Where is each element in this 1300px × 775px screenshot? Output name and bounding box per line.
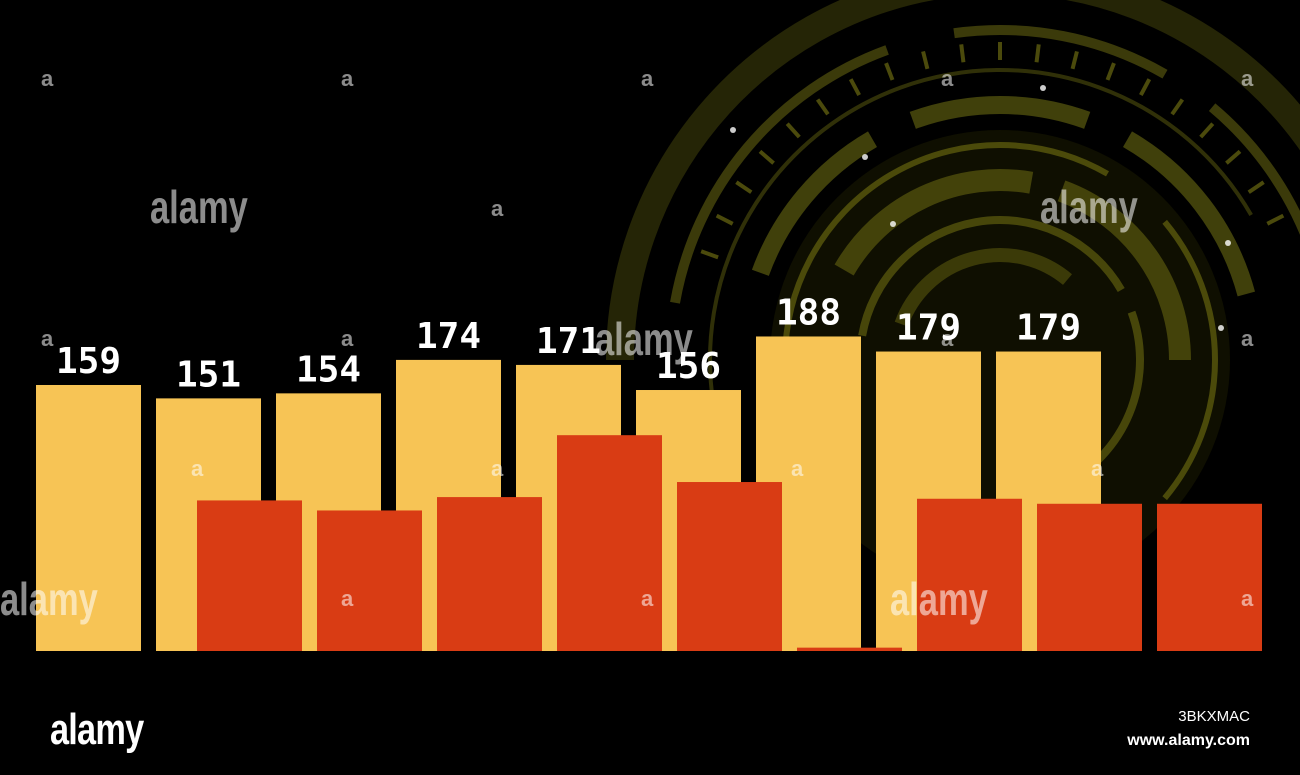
- watermark-mark: a: [1241, 586, 1254, 611]
- bar-value-label: 188: [776, 292, 841, 333]
- watermark-mark: a: [341, 66, 354, 91]
- hud-ring-arc: [1162, 219, 1218, 501]
- hud-ring-arc: [782, 142, 1109, 361]
- hud-ring-arc: [606, 0, 935, 361]
- hud-ring-arc: [1057, 180, 1191, 361]
- watermark-mark: a: [491, 196, 504, 221]
- watermark-mark: a: [41, 326, 54, 351]
- watermark-mark: a: [41, 66, 54, 91]
- bar-secondary: [1157, 503, 1262, 651]
- hud-light: [1218, 325, 1224, 331]
- watermark-mark: a: [641, 586, 654, 611]
- bar-value-label: 151: [176, 354, 241, 395]
- hud-tick: [785, 122, 801, 139]
- watermark-logo: alamy: [0, 573, 98, 625]
- hud-ring-arc: [751, 131, 878, 276]
- watermark-mark: a: [641, 66, 654, 91]
- bar-value-label: 156: [656, 346, 721, 387]
- hud-tick: [884, 62, 895, 81]
- bar-value-label: 159: [56, 341, 121, 382]
- hud-ring-arc: [1208, 103, 1300, 236]
- bar-secondary: [317, 510, 422, 651]
- bar-secondary: [437, 497, 542, 651]
- hud-ring-arc: [858, 216, 1125, 337]
- hud-tick: [1139, 78, 1152, 97]
- hud-ring-arc: [909, 96, 1091, 129]
- hud-ring-arc: [834, 169, 1034, 276]
- bar-secondary: [197, 500, 302, 651]
- hud-light: [890, 221, 896, 227]
- hud-tick: [1266, 213, 1285, 226]
- bar-secondary: [557, 435, 662, 651]
- bar-chart: 159 151 154 174 171 156 188 179 179: [36, 292, 1262, 651]
- watermark-mark: a: [941, 66, 954, 91]
- hud-tick: [848, 78, 861, 97]
- site-url: www.alamy.com: [1127, 732, 1250, 749]
- watermark-logo: alamy: [890, 573, 988, 625]
- bar-value-label: 179: [1016, 308, 1081, 349]
- hud-tick: [1034, 44, 1041, 63]
- bar-secondary: [677, 482, 782, 651]
- watermark-mark: a: [491, 456, 504, 481]
- watermark-mark: a: [941, 326, 954, 351]
- hud-tick: [1170, 98, 1185, 116]
- watermark-logo: alamy: [150, 181, 248, 233]
- hud-tick: [735, 180, 753, 194]
- watermark-logo: alamy: [595, 313, 693, 365]
- bar-primary: [36, 384, 141, 651]
- hud-ring-arc: [708, 68, 1253, 411]
- watermark-mark: a: [341, 326, 354, 351]
- hud-ring-arc: [953, 25, 1168, 79]
- hud-tick: [1247, 180, 1265, 194]
- hud-tick: [1105, 62, 1116, 81]
- hud-tick: [758, 149, 775, 165]
- hud-light: [730, 127, 736, 133]
- chart-area: 159 151 154 174 171 156 188 179 179: [36, 0, 1300, 651]
- hud-tick: [815, 98, 830, 116]
- bar-secondary: [1037, 503, 1142, 651]
- hud-light: [1040, 85, 1046, 91]
- hud-tick: [1199, 122, 1215, 139]
- bar-value-label: 171: [536, 321, 601, 362]
- hud-ring-arc: [670, 45, 889, 304]
- hud-ring-arc: [894, 248, 1072, 327]
- watermark-mark: a: [191, 456, 204, 481]
- hud-ring-arc: [1065, 0, 1300, 151]
- hud-tick: [921, 50, 930, 70]
- hud-light: [1225, 240, 1231, 246]
- brand-logo: alamy: [50, 705, 144, 754]
- image-id: 3BKXMAC: [1178, 708, 1250, 725]
- watermark-footer: [0, 685, 1300, 775]
- bar-secondary: [797, 647, 902, 651]
- watermark-mark: a: [1241, 326, 1254, 351]
- watermark-mark: a: [791, 456, 804, 481]
- hud-light: [862, 154, 868, 160]
- watermark-mark: a: [341, 586, 354, 611]
- hud-tick: [1070, 50, 1079, 70]
- bar-value-label: 174: [416, 316, 481, 357]
- bar-value-label: 154: [296, 349, 361, 390]
- hud-tick: [700, 249, 719, 260]
- bar-secondary: [917, 498, 1022, 651]
- hud-ring-arc: [1122, 131, 1256, 297]
- hud-tick: [715, 213, 734, 226]
- watermark-mark: a: [1241, 66, 1254, 91]
- watermark-mark: a: [1091, 456, 1104, 481]
- hud-tick: [959, 44, 966, 63]
- hud-tick: [1225, 149, 1242, 165]
- watermark-logo: alamy: [1040, 181, 1138, 233]
- bar-value-label: 179: [896, 308, 961, 349]
